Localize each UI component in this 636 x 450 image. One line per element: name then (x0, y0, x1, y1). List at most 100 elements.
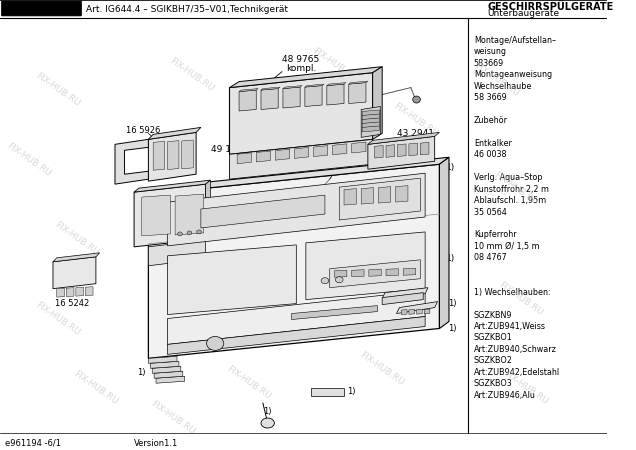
Polygon shape (361, 188, 373, 204)
Polygon shape (53, 257, 96, 288)
Polygon shape (201, 195, 325, 228)
Polygon shape (167, 141, 179, 170)
Polygon shape (150, 361, 179, 368)
Polygon shape (382, 292, 423, 305)
Polygon shape (306, 232, 425, 300)
Text: FIX-HUB.RU: FIX-HUB.RU (311, 46, 358, 83)
Polygon shape (291, 306, 377, 320)
Polygon shape (85, 287, 93, 296)
Polygon shape (167, 291, 425, 344)
Polygon shape (167, 173, 425, 246)
Polygon shape (396, 186, 408, 202)
Polygon shape (154, 371, 183, 378)
Polygon shape (333, 144, 347, 155)
Polygon shape (148, 240, 205, 266)
Text: 1): 1) (137, 368, 146, 377)
FancyBboxPatch shape (1, 1, 81, 16)
Polygon shape (294, 148, 308, 158)
Text: SGZKBO1: SGZKBO1 (474, 333, 513, 342)
Polygon shape (205, 180, 211, 239)
Polygon shape (305, 86, 322, 107)
Text: FIX-HUB.RU: FIX-HUB.RU (492, 171, 539, 207)
Polygon shape (362, 114, 379, 120)
Text: FIX-HUB.RU: FIX-HUB.RU (301, 285, 349, 322)
Text: 1) Wechselhauben:: 1) Wechselhauben: (474, 288, 550, 297)
Text: 1): 1) (448, 324, 456, 333)
Polygon shape (373, 67, 382, 140)
Polygon shape (76, 287, 83, 296)
Polygon shape (230, 72, 373, 154)
Text: Entkalker: Entkalker (474, 139, 512, 148)
Polygon shape (305, 84, 324, 87)
Polygon shape (239, 89, 258, 92)
Text: FIX-HUB.RU: FIX-HUB.RU (330, 206, 377, 243)
Polygon shape (148, 132, 196, 181)
Ellipse shape (413, 96, 420, 103)
Polygon shape (53, 253, 100, 262)
Polygon shape (339, 178, 420, 220)
Text: SGZKBO2: SGZKBO2 (474, 356, 513, 365)
Text: 1): 1) (446, 163, 455, 172)
Polygon shape (409, 309, 415, 315)
Text: Zubehör: Zubehör (474, 116, 508, 125)
Polygon shape (182, 140, 193, 169)
Ellipse shape (321, 278, 329, 284)
Polygon shape (382, 288, 428, 299)
Text: 16 5242: 16 5242 (55, 299, 89, 308)
Text: 08 4767: 08 4767 (474, 253, 506, 262)
Ellipse shape (177, 232, 183, 236)
Polygon shape (344, 189, 356, 205)
Text: Montageanweisung: Montageanweisung (474, 70, 552, 79)
Ellipse shape (197, 230, 202, 234)
Text: 583669: 583669 (474, 59, 504, 68)
Text: 58 3669: 58 3669 (474, 93, 506, 102)
Polygon shape (239, 90, 256, 111)
Text: 46 0038: 46 0038 (474, 150, 506, 159)
Text: FIX-HUB.RU: FIX-HUB.RU (34, 71, 81, 108)
Polygon shape (142, 195, 170, 236)
Text: e961194 -6/1: e961194 -6/1 (5, 439, 61, 448)
Text: FIX-HUB.RU: FIX-HUB.RU (72, 370, 120, 407)
Polygon shape (167, 245, 296, 315)
Text: FIX-HUB.RU: FIX-HUB.RU (273, 136, 320, 173)
Text: SGZKBO3: SGZKBO3 (474, 379, 513, 388)
Polygon shape (152, 366, 181, 373)
Polygon shape (66, 288, 74, 297)
Text: FIX-HUB.RU: FIX-HUB.RU (144, 141, 191, 178)
Text: FIX-HUB.RU: FIX-HUB.RU (53, 220, 100, 257)
Ellipse shape (207, 337, 224, 351)
Polygon shape (349, 83, 366, 104)
Text: FIX-HUB.RU: FIX-HUB.RU (397, 270, 444, 307)
Text: FIX-HUB.RU: FIX-HUB.RU (497, 280, 544, 317)
Text: FIX-HUB.RU: FIX-HUB.RU (168, 56, 215, 93)
Polygon shape (148, 356, 177, 363)
Ellipse shape (335, 277, 343, 283)
Text: 1): 1) (446, 254, 455, 263)
Text: Montage/Aufstellan–: Montage/Aufstellan– (474, 36, 556, 45)
Polygon shape (148, 157, 449, 194)
Polygon shape (327, 83, 346, 86)
Polygon shape (368, 136, 434, 169)
Polygon shape (368, 132, 439, 144)
Polygon shape (362, 118, 379, 124)
Text: Verlg. Aqua–Stop: Verlg. Aqua–Stop (474, 173, 543, 182)
Text: 48 9765: 48 9765 (282, 55, 320, 64)
Text: Version1.1: Version1.1 (134, 439, 178, 448)
Polygon shape (386, 145, 394, 157)
Text: 16 5926: 16 5926 (127, 126, 161, 135)
Polygon shape (403, 268, 415, 275)
Text: Art:ZUB940,Schwarz: Art:ZUB940,Schwarz (474, 345, 556, 354)
Polygon shape (314, 146, 328, 157)
Text: 18 3935: 18 3935 (167, 255, 202, 264)
Text: Art:ZUB942,Edelstahl: Art:ZUB942,Edelstahl (474, 368, 560, 377)
Polygon shape (156, 376, 184, 383)
Text: Wechselhaube: Wechselhaube (474, 81, 532, 90)
Polygon shape (361, 107, 380, 137)
Polygon shape (167, 316, 425, 354)
Polygon shape (237, 153, 251, 164)
Polygon shape (375, 145, 383, 158)
Polygon shape (352, 270, 364, 277)
Polygon shape (329, 260, 420, 288)
Polygon shape (327, 84, 344, 105)
Text: Art. IG644.4 – SGIKBH7/35–V01,Technikgerät: Art. IG644.4 – SGIKBH7/35–V01,Technikger… (86, 5, 288, 14)
